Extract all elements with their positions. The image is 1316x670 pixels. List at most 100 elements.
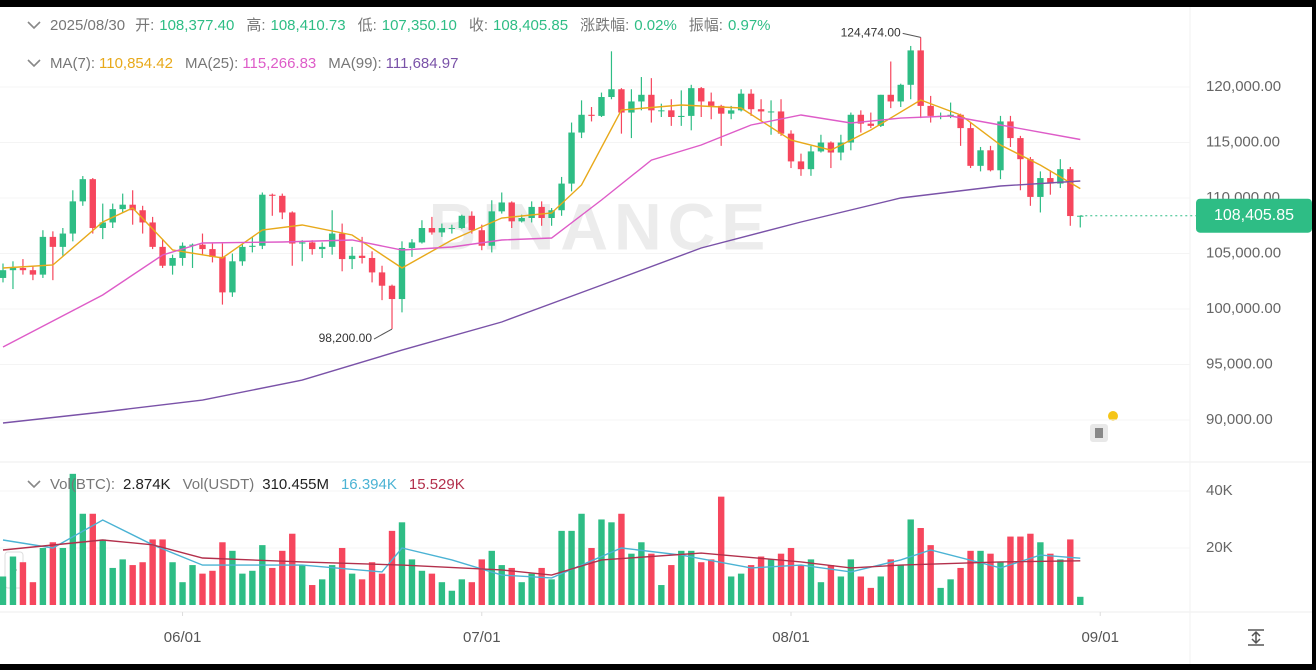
header-text: 收: <box>469 17 488 34</box>
header-text: 2025/08/30 <box>50 17 125 34</box>
header-text: 108,377.40 <box>159 17 234 34</box>
volume-bar <box>229 550 236 605</box>
candle-body <box>708 101 715 106</box>
candle-body <box>698 88 705 102</box>
volume-bar <box>857 576 865 605</box>
candle-body <box>239 246 246 262</box>
header-text: 涨跌幅: <box>580 17 629 34</box>
volume-bar <box>139 562 146 605</box>
candle-body <box>857 114 865 124</box>
candle-body <box>149 222 156 247</box>
volume-bar <box>219 542 226 605</box>
volume-bar <box>428 573 436 605</box>
volume-bar <box>119 559 126 605</box>
volume-bar <box>528 573 535 605</box>
volume-bar <box>328 565 336 605</box>
x-tick-label: 07/01 <box>463 629 501 646</box>
volume-bar <box>977 550 984 605</box>
volume-bar <box>867 587 875 605</box>
candle-body <box>279 195 286 213</box>
frame <box>0 0 1316 7</box>
candle-body <box>598 97 605 116</box>
header-text: 振幅: <box>689 17 723 34</box>
volume-bar <box>279 550 286 605</box>
candle-body <box>378 272 386 286</box>
volume-bar <box>827 565 835 605</box>
candle-body <box>229 261 236 293</box>
candle-body <box>568 132 575 184</box>
candle-body <box>1047 178 1054 184</box>
last-price-label: 108,405.85 <box>1214 207 1294 224</box>
candle-body <box>508 202 515 222</box>
candle-body <box>259 194 266 246</box>
volume-bar <box>967 550 974 605</box>
volume-bar <box>39 547 47 605</box>
volume-bar <box>658 585 665 605</box>
volume-bar <box>109 567 116 605</box>
volume-bar <box>1077 596 1084 605</box>
candle-body <box>727 110 735 114</box>
volume-bar <box>418 570 426 605</box>
fit-icon[interactable] <box>1248 629 1264 646</box>
candle-body <box>458 215 466 229</box>
candle-body <box>159 246 166 266</box>
candle-body <box>199 244 206 250</box>
candle-body <box>109 209 116 223</box>
candle-body <box>29 270 37 275</box>
candle-body <box>847 114 855 143</box>
candle-body <box>189 244 196 246</box>
volume-bar <box>578 513 585 605</box>
volume-bar <box>169 562 176 605</box>
annotation-line <box>373 328 393 340</box>
ma-line <box>2 99 1081 269</box>
candle-body <box>757 109 765 112</box>
candle-body <box>79 179 86 202</box>
y-tick-label: 120,000.00 <box>1206 78 1281 95</box>
volume-bar <box>688 550 695 605</box>
volume-bar <box>548 579 555 605</box>
candle-body <box>219 256 226 293</box>
volume-bar <box>837 576 845 605</box>
last-price-box <box>1196 198 1312 233</box>
candle-body <box>917 50 924 106</box>
volume-bar <box>558 530 565 605</box>
candle-body <box>578 114 585 133</box>
candle-body <box>468 215 476 231</box>
volume-bar <box>807 559 815 605</box>
candle-body <box>249 245 256 247</box>
collapse-icon[interactable] <box>27 480 41 489</box>
candle-body <box>358 255 366 258</box>
y-tick-label: 100,000.00 <box>1206 300 1281 317</box>
candle-body <box>648 94 655 111</box>
collapse-icon[interactable] <box>27 59 41 68</box>
volume-bar <box>678 550 685 605</box>
candle-body <box>488 211 495 246</box>
candle-body <box>967 128 974 166</box>
volume-bar <box>877 576 884 605</box>
volume-bar <box>388 530 396 605</box>
volume-bar <box>917 528 924 605</box>
candle-body <box>588 114 595 116</box>
candle-body <box>887 94 894 102</box>
volume-bar <box>1057 559 1064 605</box>
volume-bar <box>488 550 495 605</box>
x-tick-label: 08/01 <box>772 629 810 646</box>
volume-bar <box>9 556 17 605</box>
volume-bar <box>49 542 57 605</box>
candle-body <box>717 105 725 114</box>
volume-bar <box>299 565 306 605</box>
collapse-icon[interactable] <box>27 21 41 30</box>
volume-bar <box>717 496 725 605</box>
volume-bar <box>817 582 825 605</box>
volume-bar <box>1047 553 1054 605</box>
volume-bar <box>947 579 954 605</box>
candle-body <box>39 236 47 275</box>
settings-icon[interactable] <box>1090 411 1118 442</box>
candle-body <box>69 201 77 234</box>
header-text: 111,684.97 <box>386 55 459 72</box>
header-text: MA(7): <box>50 55 95 72</box>
header-text: 开: <box>135 17 154 34</box>
header-text: 115,266.83 <box>242 55 316 72</box>
candle-body <box>1027 159 1034 197</box>
volume-bar <box>957 567 964 605</box>
